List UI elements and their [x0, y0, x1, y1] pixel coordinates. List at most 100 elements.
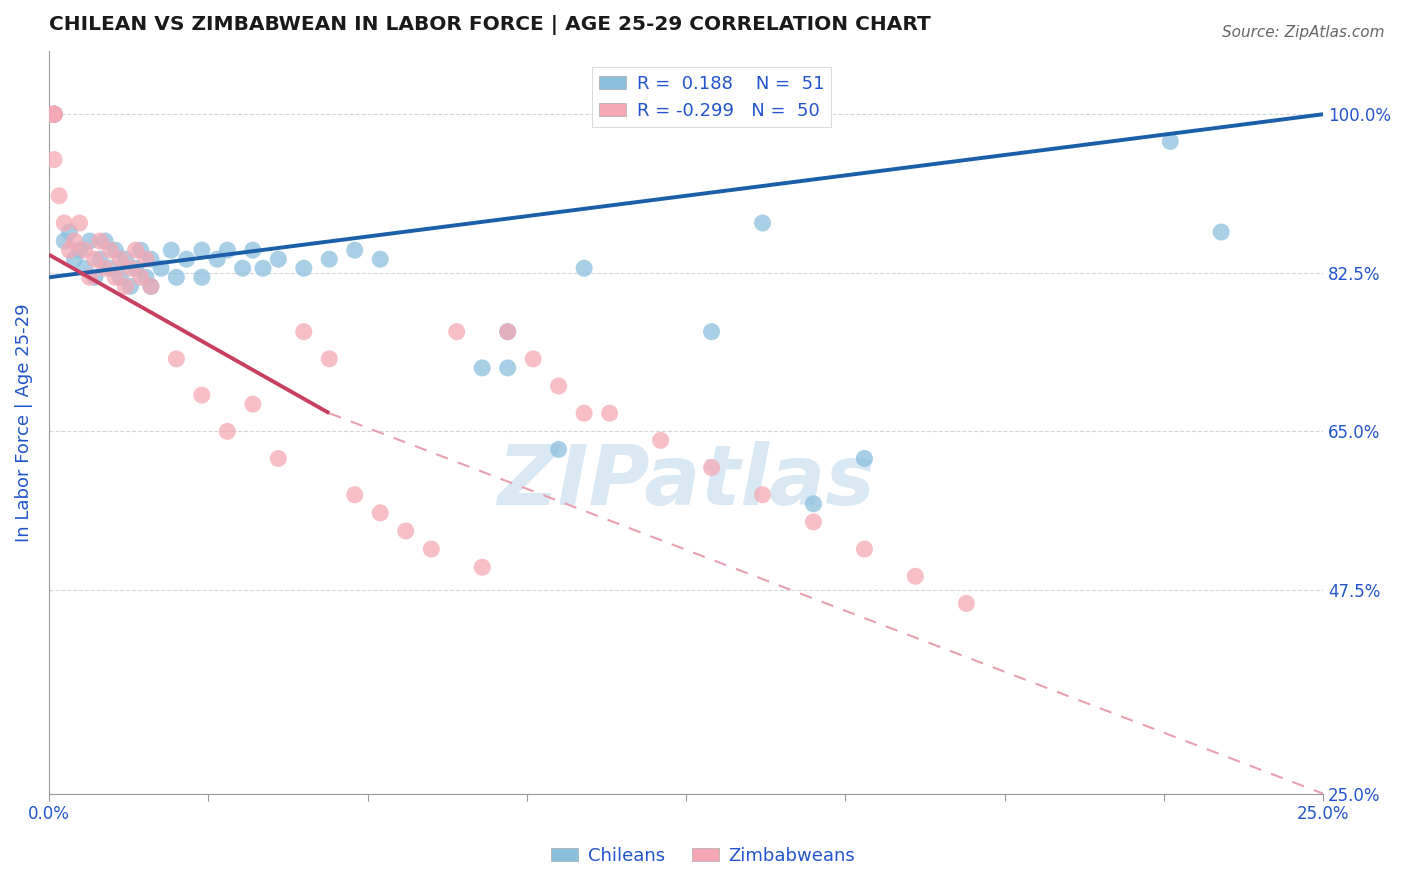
Point [751, 488, 773, 502]
Point [650, 434, 672, 448]
Point [191, 388, 214, 402]
Point [42, 107, 65, 121]
Point [700, 325, 723, 339]
Point [420, 542, 443, 557]
Point [904, 569, 927, 583]
Point [48, 188, 70, 202]
Point [217, 243, 239, 257]
Point [176, 252, 198, 267]
Point [853, 542, 876, 557]
Point [42, 107, 65, 121]
Point [139, 279, 162, 293]
Point [395, 524, 418, 538]
Point [165, 351, 187, 366]
Point [110, 252, 132, 267]
Point [79, 234, 101, 248]
Legend: Chileans, Zimbabweans: Chileans, Zimbabweans [544, 840, 862, 872]
Point [191, 270, 214, 285]
Point [496, 360, 519, 375]
Point [89, 234, 111, 248]
Point [700, 460, 723, 475]
Point [73, 243, 96, 257]
Point [42, 107, 65, 121]
Point [252, 261, 274, 276]
Point [1159, 135, 1181, 149]
Point [83, 270, 105, 285]
Point [98, 261, 121, 276]
Text: Source: ZipAtlas.com: Source: ZipAtlas.com [1222, 25, 1385, 40]
Point [104, 243, 127, 257]
Point [572, 261, 595, 276]
Point [547, 379, 569, 393]
Point [267, 252, 290, 267]
Point [63, 252, 86, 267]
Point [803, 497, 825, 511]
Point [89, 252, 111, 267]
Point [318, 351, 340, 366]
Y-axis label: In Labor Force | Age 25-29: In Labor Force | Age 25-29 [15, 303, 32, 541]
Point [42, 107, 65, 121]
Point [496, 325, 519, 339]
Point [267, 451, 290, 466]
Point [58, 243, 80, 257]
Point [114, 252, 136, 267]
Point [139, 279, 162, 293]
Point [318, 252, 340, 267]
Point [446, 325, 468, 339]
Point [69, 216, 91, 230]
Point [94, 234, 117, 248]
Point [343, 243, 366, 257]
Point [242, 243, 264, 257]
Legend: R =  0.188    N =  51, R = -0.299   N =  50: R = 0.188 N = 51, R = -0.299 N = 50 [592, 67, 831, 127]
Point [343, 488, 366, 502]
Point [135, 252, 157, 267]
Point [69, 243, 91, 257]
Point [496, 325, 519, 339]
Point [42, 107, 65, 121]
Point [42, 107, 65, 121]
Point [955, 596, 977, 610]
Point [217, 425, 239, 439]
Point [94, 261, 117, 276]
Point [522, 351, 544, 366]
Point [120, 261, 142, 276]
Point [124, 243, 146, 257]
Point [42, 107, 65, 121]
Point [1211, 225, 1233, 239]
Point [129, 270, 152, 285]
Point [53, 234, 76, 248]
Point [292, 325, 315, 339]
Point [292, 261, 315, 276]
Point [191, 243, 214, 257]
Point [150, 261, 173, 276]
Point [63, 234, 86, 248]
Point [120, 279, 142, 293]
Point [79, 270, 101, 285]
Point [42, 153, 65, 167]
Point [599, 406, 621, 420]
Point [205, 252, 228, 267]
Point [129, 243, 152, 257]
Point [139, 252, 162, 267]
Point [853, 451, 876, 466]
Point [803, 515, 825, 529]
Point [42, 107, 65, 121]
Point [751, 216, 773, 230]
Text: ZIPatlas: ZIPatlas [498, 442, 875, 522]
Point [135, 270, 157, 285]
Point [83, 252, 105, 267]
Point [572, 406, 595, 420]
Point [471, 560, 494, 574]
Point [104, 270, 127, 285]
Point [98, 243, 121, 257]
Point [58, 225, 80, 239]
Point [42, 107, 65, 121]
Point [232, 261, 254, 276]
Point [114, 279, 136, 293]
Point [53, 216, 76, 230]
Point [547, 442, 569, 457]
Point [160, 243, 183, 257]
Point [124, 261, 146, 276]
Point [110, 270, 132, 285]
Point [165, 270, 187, 285]
